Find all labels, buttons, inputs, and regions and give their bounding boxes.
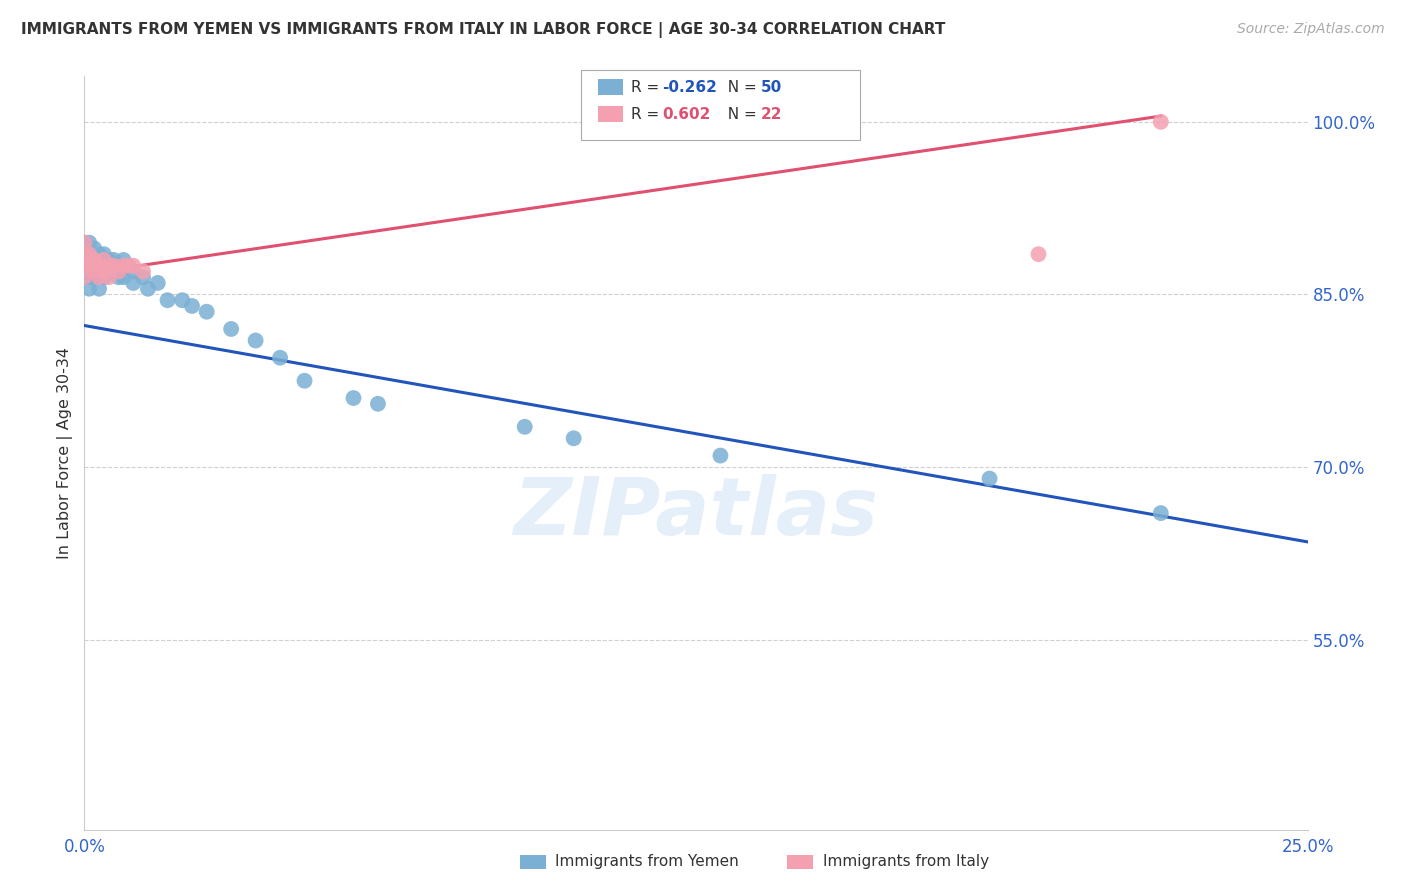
Point [181,299,204,313]
Point [122,259,145,273]
Point [117,259,139,273]
Point [87,247,110,261]
Point [107,270,129,285]
Point [83,252,105,267]
Point [1150,506,1173,520]
Point [97,270,120,285]
Point [77,259,100,273]
Point [83,242,105,256]
Point [172,293,194,308]
Point [107,259,129,273]
Point [132,270,155,285]
Point [73,235,96,250]
Text: 22: 22 [761,107,782,121]
Point [97,259,120,273]
Point [87,259,110,273]
Point [83,259,105,273]
Point [87,282,110,296]
Point [219,322,242,336]
Point [77,282,100,296]
Point [103,259,125,273]
Text: R =: R = [631,80,665,95]
Point [77,235,100,250]
Point [93,259,115,273]
Point [103,252,125,267]
Text: IMMIGRANTS FROM YEMEN VS IMMIGRANTS FROM ITALY IN LABOR FORCE | AGE 30-34 CORREL: IMMIGRANTS FROM YEMEN VS IMMIGRANTS FROM… [21,22,945,38]
Point [87,264,110,278]
Point [513,419,536,434]
Point [83,252,105,267]
Point [132,264,155,278]
Point [77,259,100,273]
Point [93,270,115,285]
Text: ZIPatlas: ZIPatlas [513,474,879,552]
Text: Immigrants from Italy: Immigrants from Italy [823,855,988,869]
Point [709,449,731,463]
Point [87,259,110,273]
Point [83,264,105,278]
Text: 0.602: 0.602 [662,107,710,121]
Point [269,351,291,365]
Point [245,334,267,348]
Point [77,247,100,261]
Point [1150,115,1173,129]
Point [93,247,115,261]
Point [112,252,135,267]
Point [73,264,96,278]
Point [93,252,115,267]
Text: R =: R = [631,107,665,121]
Point [73,259,96,273]
Point [294,374,316,388]
Point [342,391,364,405]
Point [195,304,218,318]
Point [1028,247,1050,261]
Point [122,276,145,290]
Text: N =: N = [718,80,762,95]
Point [156,293,179,308]
Point [562,431,585,445]
Point [97,264,120,278]
Point [93,264,115,278]
Text: 50: 50 [761,80,782,95]
Point [73,247,96,261]
Point [73,270,96,285]
Text: -0.262: -0.262 [662,80,717,95]
Y-axis label: In Labor Force | Age 30-34: In Labor Force | Age 30-34 [58,347,73,558]
Point [83,270,105,285]
Point [122,264,145,278]
Point [112,270,135,285]
Point [87,270,110,285]
Point [112,259,135,273]
Point [979,472,1001,486]
Point [73,235,96,250]
Point [77,264,100,278]
Point [77,270,100,285]
Text: Immigrants from Yemen: Immigrants from Yemen [555,855,740,869]
Text: Source: ZipAtlas.com: Source: ZipAtlas.com [1237,22,1385,37]
Point [136,282,159,296]
Point [117,259,139,273]
Point [73,259,96,273]
Point [73,252,96,267]
Point [97,252,120,267]
Point [103,264,125,278]
Point [367,397,389,411]
Point [77,247,100,261]
Point [146,276,169,290]
Point [107,264,129,278]
Text: N =: N = [718,107,762,121]
